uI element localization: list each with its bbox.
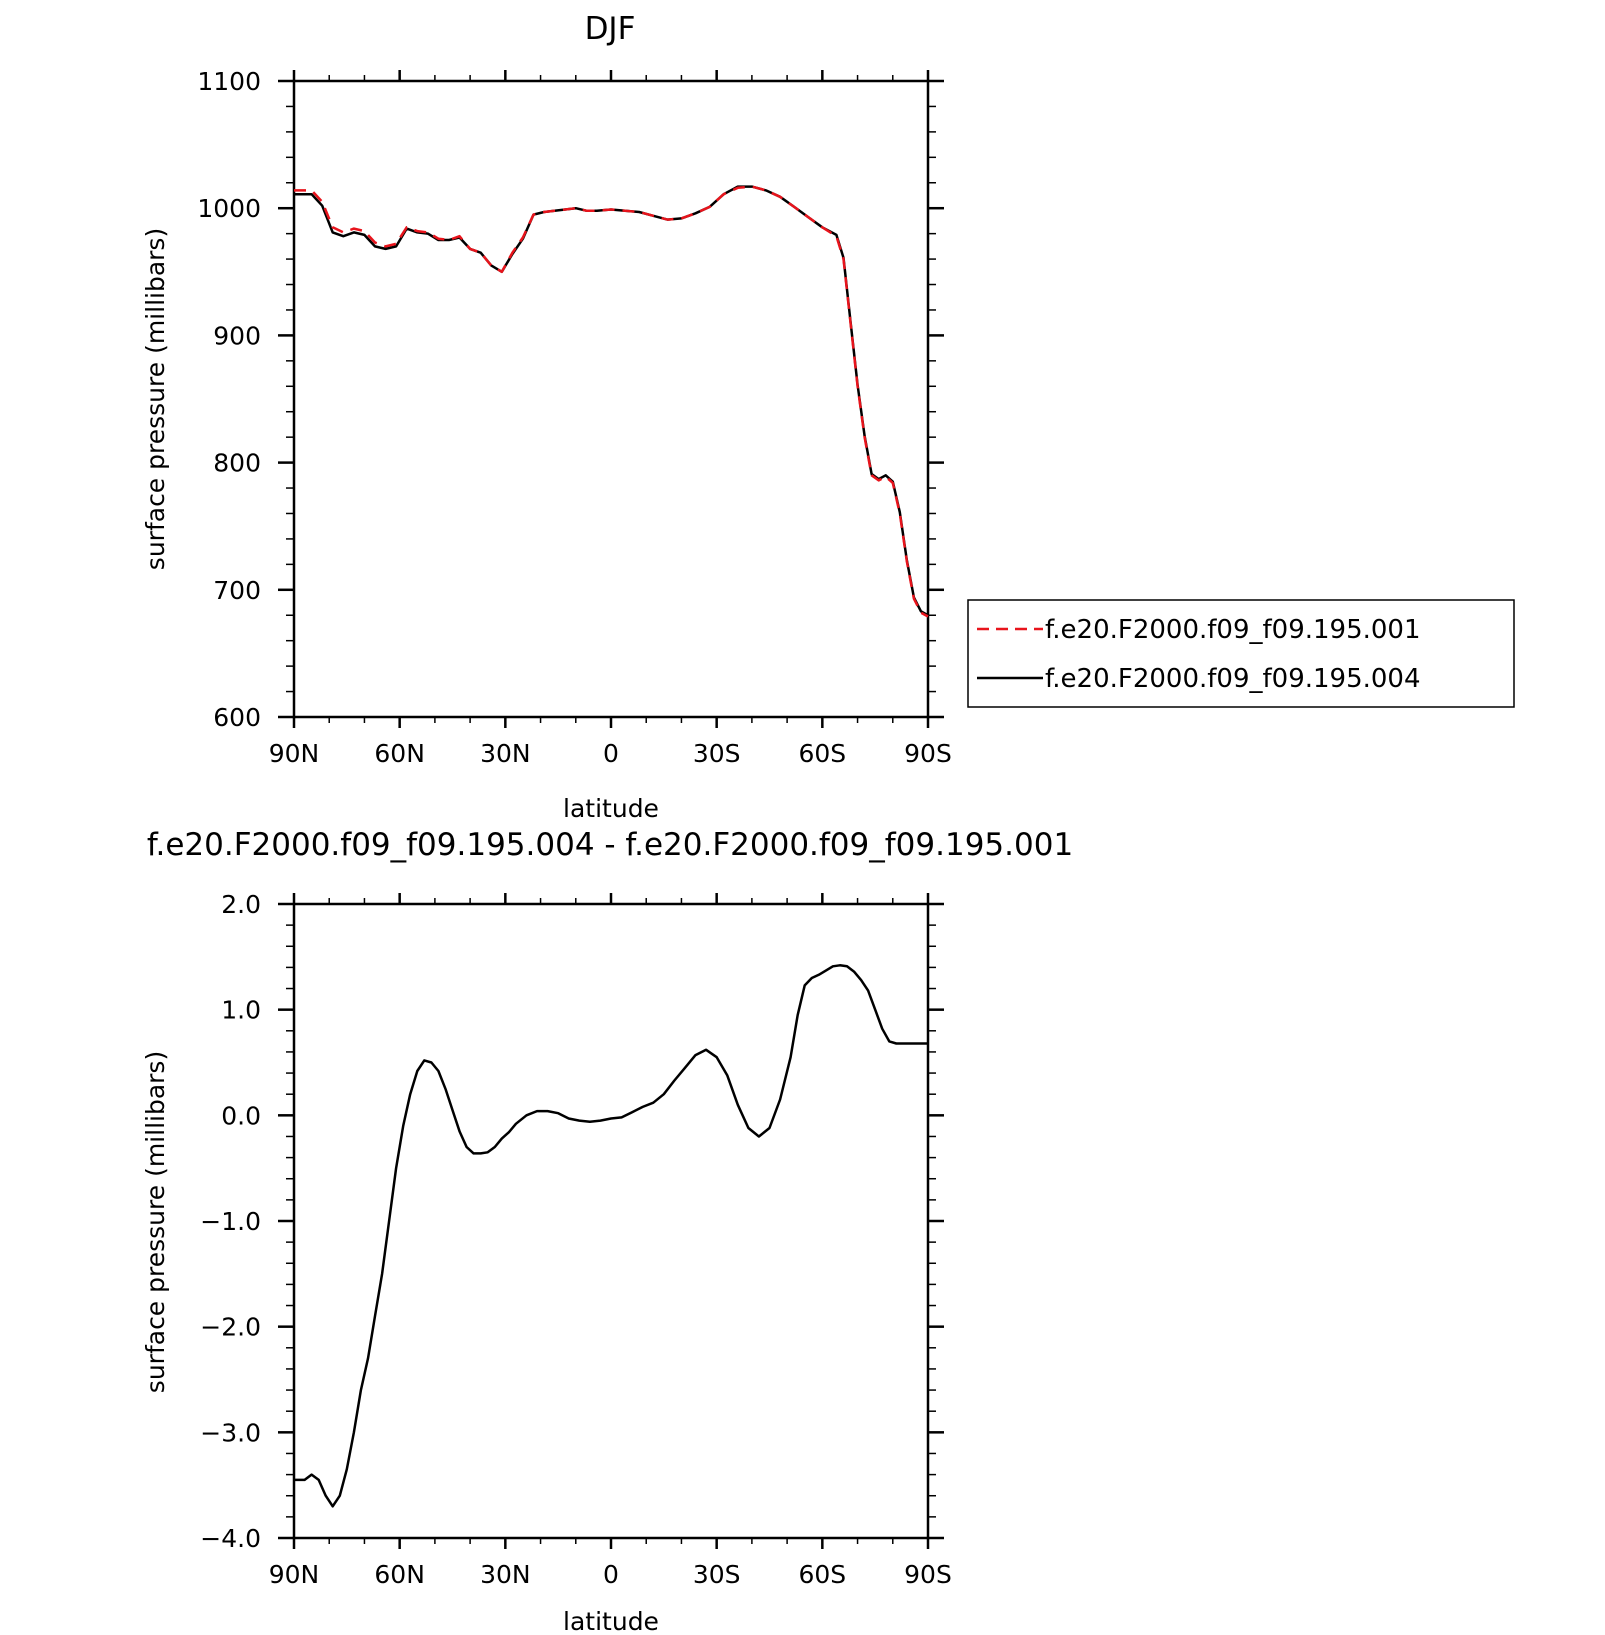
chart-bottom-title: f.e20.F2000.f09_f09.195.004 - f.e20.F200… bbox=[147, 827, 1073, 863]
y-tick-label: 600 bbox=[213, 703, 261, 732]
chart-bottom: f.e20.F2000.f09_f09.195.004 - f.e20.F200… bbox=[141, 827, 1073, 1635]
x-tick-label: 60N bbox=[374, 1560, 425, 1589]
x-tick-label: 90N bbox=[269, 1560, 320, 1589]
chart-top-legend: f.e20.F2000.f09_f09.195.001 f.e20.F2000.… bbox=[967, 599, 1515, 708]
chart-top-ticks bbox=[278, 70, 944, 728]
y-tick-label: −4.0 bbox=[200, 1524, 261, 1553]
chart-top-lines bbox=[294, 185, 929, 618]
x-tick-label: 60S bbox=[798, 1560, 846, 1589]
x-tick-label: 60N bbox=[374, 739, 425, 768]
y-tick-label: 0.0 bbox=[221, 1101, 261, 1130]
y-tick-label: 1000 bbox=[197, 194, 261, 223]
y-tick-label: 700 bbox=[213, 576, 261, 605]
legend-box bbox=[967, 599, 1515, 708]
x-tick-label: 30N bbox=[480, 739, 531, 768]
chart-top-xlabel: latitude bbox=[563, 794, 659, 823]
x-tick-label: 90S bbox=[904, 1560, 952, 1589]
x-tick-label: 30S bbox=[693, 739, 741, 768]
x-tick-label: 30N bbox=[480, 1560, 531, 1589]
chart-bottom-ylabel: surface pressure (millibars) bbox=[141, 1051, 170, 1393]
y-tick-label: 800 bbox=[213, 449, 261, 478]
chart-top-plot-frame bbox=[292, 79, 930, 719]
chart-top-tick-labels: 90N 60N 30N 0 30S 60S 90S 600 700 800 900 1000 1100 bbox=[197, 67, 951, 768]
x-tick-label: 0 bbox=[603, 739, 619, 768]
x-tick-label: 0 bbox=[603, 1560, 619, 1589]
y-tick-label: −2.0 bbox=[200, 1313, 261, 1342]
y-tick-label: −1.0 bbox=[200, 1207, 261, 1236]
y-tick-label: 2.0 bbox=[221, 890, 261, 919]
y-tick-label: −3.0 bbox=[200, 1418, 261, 1447]
chart-bottom-lines bbox=[294, 964, 928, 1508]
chart-top-title: DJF bbox=[585, 11, 636, 47]
chart-top: DJF 90N 60N 30N 0 30S 60S 90S 600 700 800 900 1000 1… bbox=[141, 11, 1515, 823]
chart-bottom-xlabel: latitude bbox=[563, 1607, 659, 1635]
x-tick-label: 90N bbox=[269, 739, 320, 768]
chart-top-ylabel: surface pressure (millibars) bbox=[141, 228, 170, 570]
y-tick-label: 1100 bbox=[197, 67, 261, 96]
x-tick-label: 60S bbox=[798, 739, 846, 768]
y-tick-label: 900 bbox=[213, 321, 261, 350]
chart-bottom-ticks bbox=[278, 893, 944, 1549]
y-tick-label: 1.0 bbox=[221, 996, 261, 1025]
chart-bottom-tick-labels: 90N 60N 30N 0 30S 60S 90S −4.0 −3.0 −2.0 −1.0 0.0 1.… bbox=[200, 890, 952, 1589]
legend-label-004: f.e20.F2000.f09_f09.195.004 bbox=[1045, 664, 1421, 694]
legend-label-001: f.e20.F2000.f09_f09.195.001 bbox=[1045, 615, 1421, 645]
series-line-series_004 bbox=[294, 185, 929, 617]
series-line-series_001 bbox=[294, 185, 929, 618]
series-line-series_004 bbox=[294, 964, 928, 1508]
x-tick-label: 30S bbox=[693, 1560, 741, 1589]
x-tick-label: 90S bbox=[904, 739, 952, 768]
